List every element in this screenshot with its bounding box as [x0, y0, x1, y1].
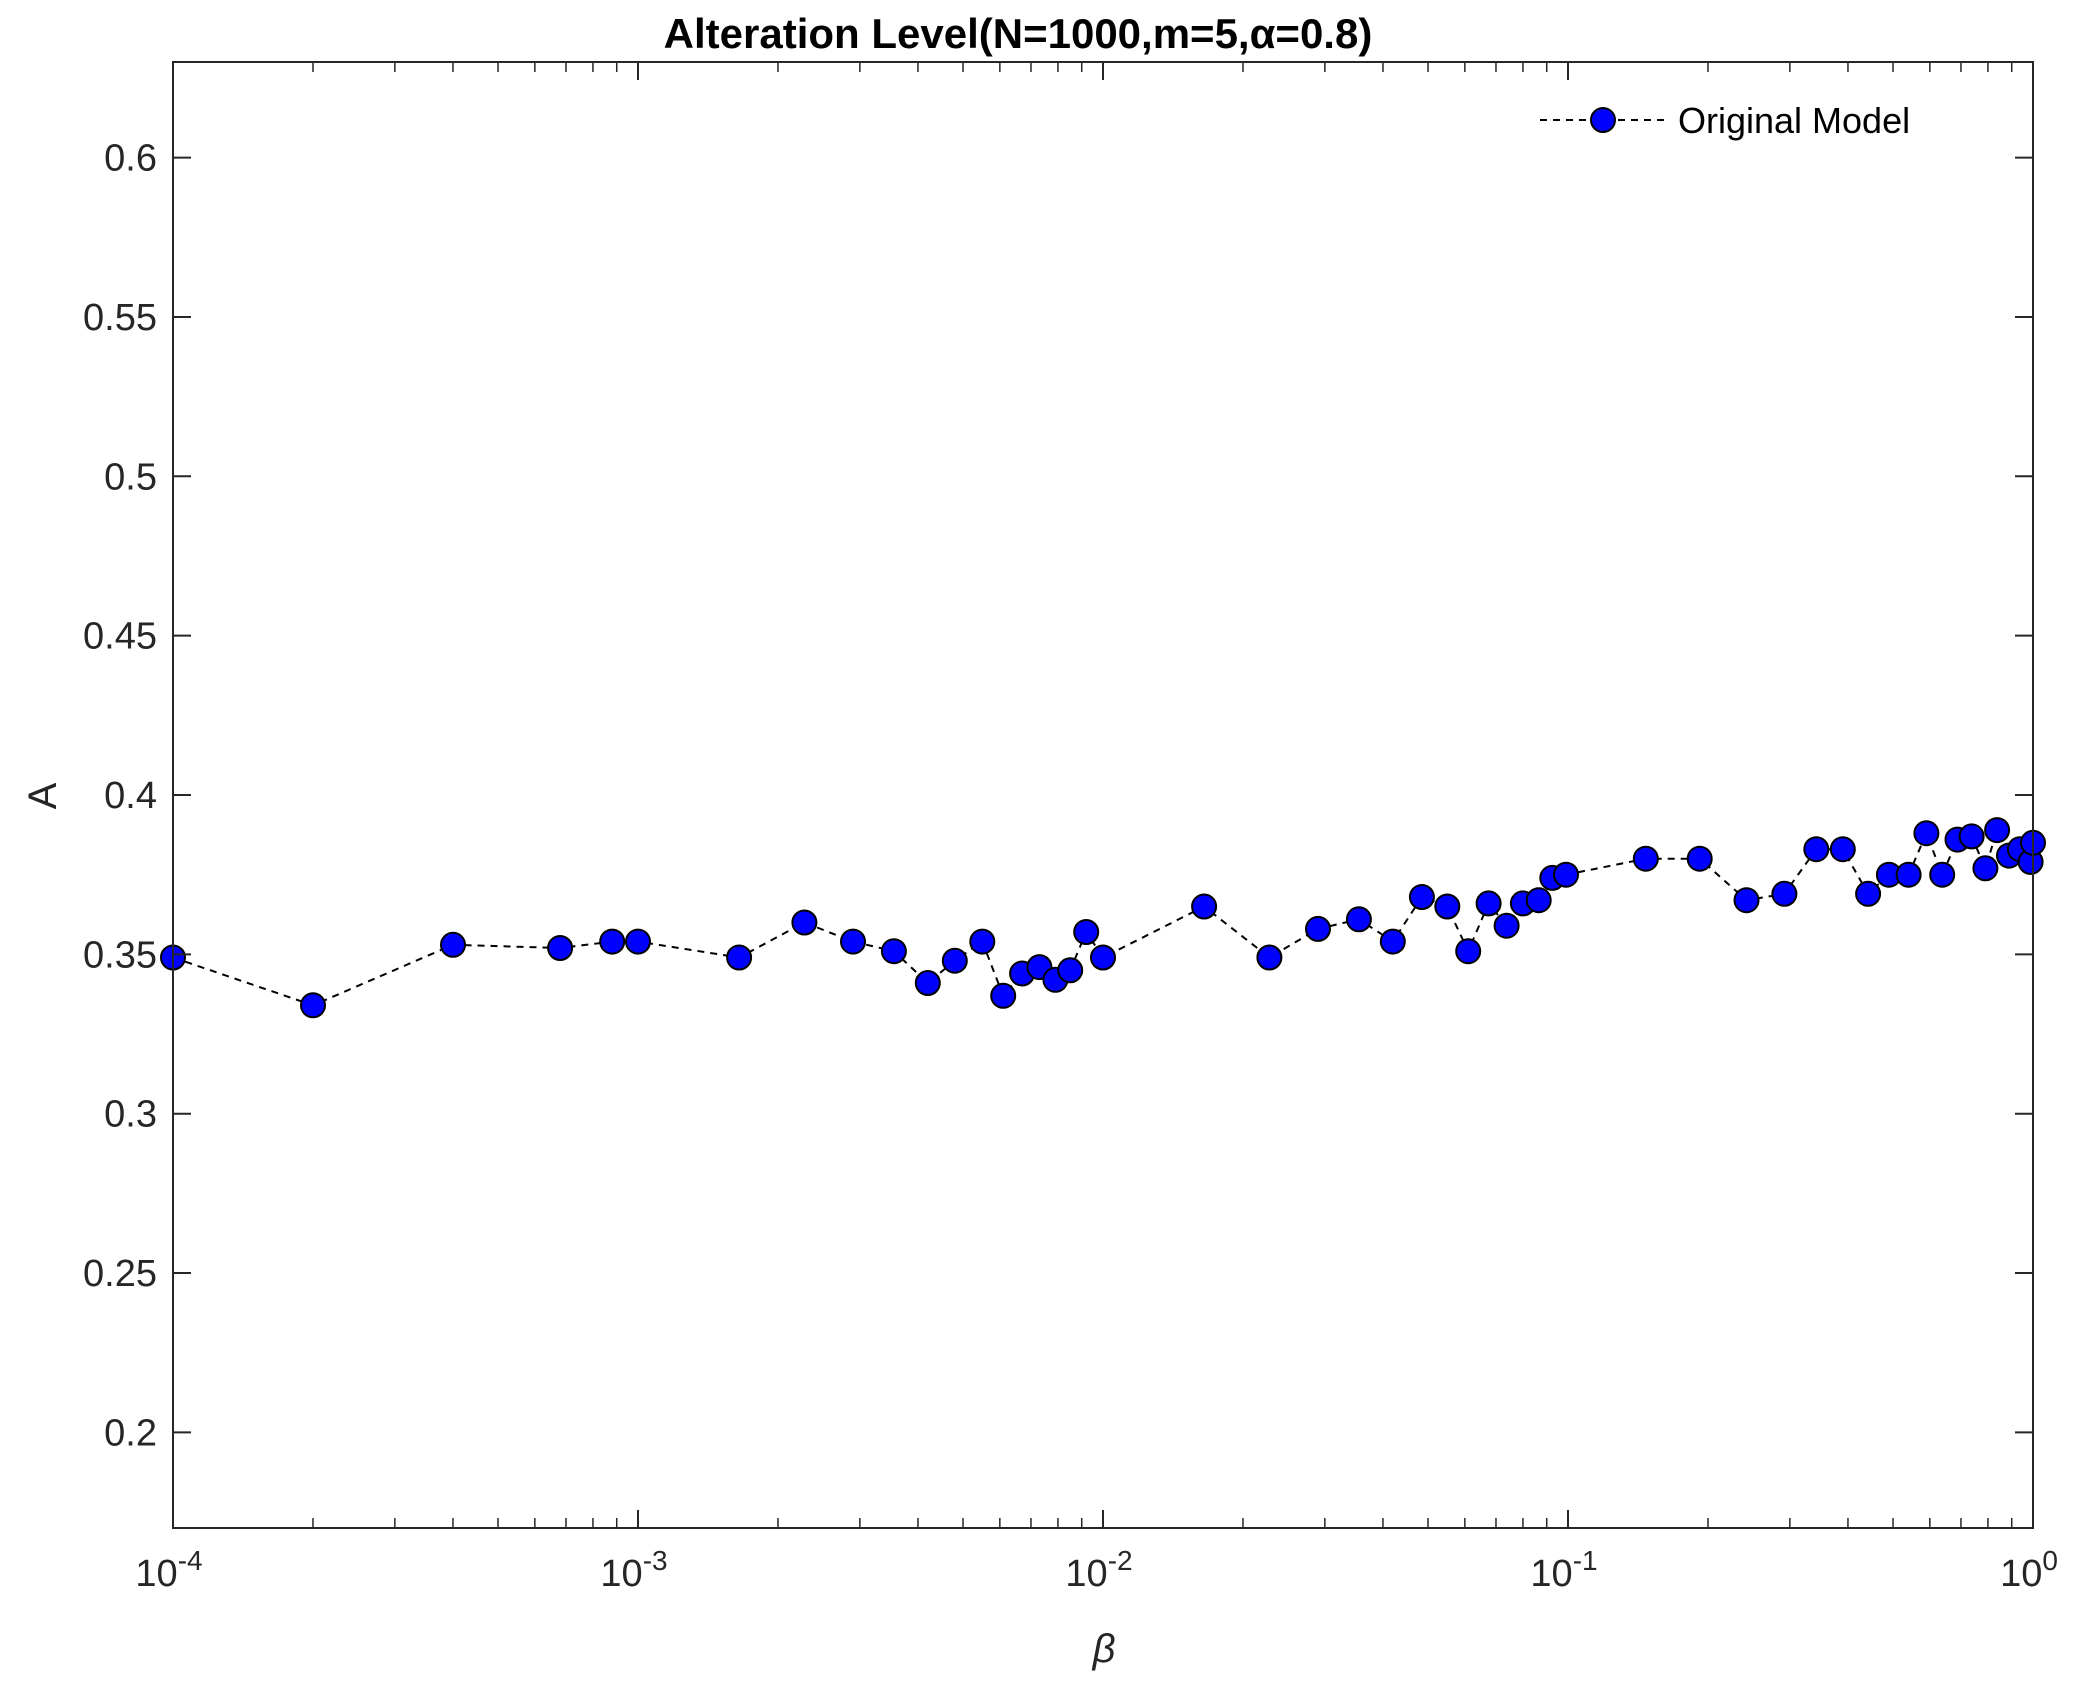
data-point — [300, 992, 326, 1019]
data-point — [599, 928, 626, 955]
x-tick-label: 10-3 — [600, 1545, 667, 1595]
plot-area — [173, 62, 2033, 1528]
data-point — [914, 970, 941, 996]
data-point — [547, 935, 574, 961]
data-point — [1972, 855, 1999, 882]
data-point — [1855, 880, 1882, 907]
y-tick-label: 0.2 — [104, 1412, 157, 1454]
data-point — [880, 938, 907, 965]
data-point — [1090, 944, 1116, 971]
data-point — [1345, 906, 1372, 933]
x-tick-label: 10-4 — [135, 1545, 202, 1595]
data-point — [1379, 928, 1406, 955]
data-point — [1829, 836, 1856, 863]
legend-marker — [1590, 107, 1616, 133]
y-tick-label: 0.3 — [104, 1094, 157, 1136]
data-point — [1434, 893, 1461, 920]
data-point — [1408, 884, 1435, 910]
y-tick-label: 0.5 — [104, 456, 157, 498]
data-point — [1686, 845, 1713, 872]
chart-title: Alteration Level(N=1000,m=5,α=0.8) — [664, 10, 1373, 57]
data-point — [726, 944, 753, 971]
data-point — [1803, 836, 1830, 863]
data-point — [941, 947, 968, 974]
data-point — [1475, 890, 1502, 917]
x-tick-label: 10-1 — [1530, 1545, 1597, 1595]
x-tick-label: 10-2 — [1065, 1545, 1132, 1595]
data-point — [969, 928, 996, 955]
data-point — [1256, 944, 1283, 971]
data-point — [791, 909, 818, 936]
data-point — [1073, 919, 1100, 945]
y-tick-label: 0.4 — [104, 775, 157, 817]
data-point — [840, 928, 866, 955]
data-point — [1984, 817, 2011, 844]
data-point — [1771, 880, 1798, 907]
x-tick-label: 100 — [2000, 1545, 2058, 1595]
data-point — [1913, 820, 1940, 847]
data-point — [990, 982, 1017, 1009]
data-point — [1958, 823, 1985, 850]
y-tick-label: 0.6 — [104, 138, 157, 180]
series-line — [172, 827, 2034, 1007]
legend: Original Model — [1540, 100, 1910, 141]
y-tick-label: 0.55 — [83, 297, 157, 339]
x-axis-label: β — [1092, 1627, 1116, 1671]
y-tick-label: 0.45 — [83, 616, 157, 658]
data-point — [1895, 861, 1922, 888]
data-point — [1553, 861, 1579, 888]
data-point — [1305, 915, 1331, 942]
data-point — [440, 931, 466, 958]
data-point — [1733, 887, 1760, 914]
tick-layer: 0.2 0.25 0.3 0.35 0.4 0.45 0.5 0.55 0.6 10-4 10-3 1… — [83, 62, 2058, 1595]
data-point — [1632, 845, 1659, 872]
y-axis-label: A — [21, 782, 65, 809]
series-layer — [160, 817, 2046, 1019]
legend-label: Original Model — [1678, 100, 1910, 141]
data-point — [1493, 912, 1520, 939]
y-tick-label: 0.35 — [83, 934, 157, 976]
y-tick-label: 0.25 — [83, 1253, 157, 1295]
data-point — [1191, 893, 1218, 920]
data-point — [1455, 938, 1482, 965]
data-point — [1525, 887, 1552, 914]
data-point — [625, 928, 651, 955]
data-point — [1929, 861, 1956, 888]
data-point — [1057, 957, 1084, 984]
